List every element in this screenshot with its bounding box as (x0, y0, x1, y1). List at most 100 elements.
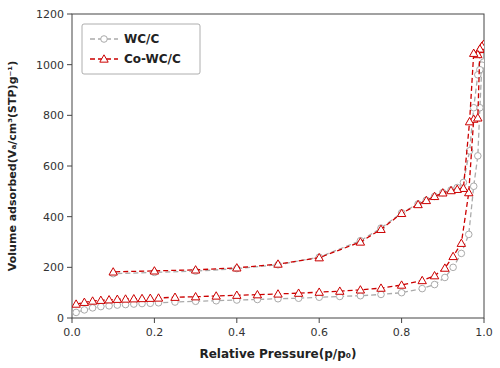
data-point (113, 295, 121, 302)
data-point (274, 290, 282, 297)
data-point (431, 281, 438, 288)
tick (67, 318, 72, 319)
data-point (415, 201, 422, 208)
data-point (441, 264, 449, 271)
tick-label: 0.6 (310, 326, 328, 339)
data-point (356, 238, 364, 245)
legend-marker (101, 36, 108, 43)
tick (67, 267, 72, 268)
data-point (89, 305, 96, 312)
data-point (316, 254, 323, 261)
data-point (212, 292, 220, 299)
legend: WC/C Co-WC/C (82, 24, 200, 74)
tick-label: 0.8 (393, 326, 411, 339)
data-point (97, 296, 105, 303)
data-point (431, 193, 438, 200)
data-point (430, 271, 438, 278)
chart: 0200400600800100012000.00.20.40.60.81.0R… (0, 0, 500, 368)
data-point (105, 296, 113, 303)
data-point (450, 264, 457, 271)
data-point (447, 186, 455, 193)
data-point (150, 267, 158, 274)
tick-label: 1000 (36, 59, 64, 72)
data-point (442, 274, 449, 281)
plot-area (72, 40, 484, 316)
data-point (470, 49, 478, 56)
data-point (430, 192, 438, 199)
data-point (106, 303, 113, 310)
data-point (475, 153, 482, 160)
data-point (294, 289, 302, 296)
tick-label: 0 (57, 312, 64, 325)
data-point (474, 114, 482, 121)
data-point (448, 187, 455, 194)
data-point (422, 196, 430, 203)
data-point (397, 209, 405, 216)
tick-label: 1.0 (475, 326, 493, 339)
data-point (414, 200, 422, 207)
data-point (191, 293, 199, 300)
data-point (465, 117, 473, 124)
data-point (419, 285, 426, 292)
data-point (154, 294, 162, 301)
data-point (80, 298, 88, 305)
data-point (315, 288, 323, 295)
legend-label: Co-WC/C (124, 52, 181, 66)
tick (67, 64, 72, 65)
data-point (397, 281, 405, 288)
legend-marker (100, 55, 108, 62)
data-point (72, 300, 80, 307)
tick (319, 318, 320, 323)
x-axis-label: Relative Pressure(p/p₀) (199, 347, 356, 361)
tick (236, 318, 237, 323)
data-point (233, 264, 241, 271)
tick-label: 200 (43, 261, 64, 274)
data-point (398, 210, 405, 217)
data-point (465, 231, 472, 238)
data-point (439, 189, 447, 196)
data-point (470, 183, 477, 190)
tick (72, 318, 73, 323)
data-point (356, 286, 364, 293)
series-line (76, 44, 483, 304)
data-point (457, 239, 465, 246)
tick (484, 318, 485, 323)
tick-label: 0.0 (63, 326, 81, 339)
series (72, 40, 484, 307)
data-point (73, 309, 80, 316)
data-point (475, 72, 482, 79)
data-point (130, 295, 138, 302)
tick-label: 400 (43, 211, 64, 224)
data-point (253, 290, 261, 297)
data-point (449, 252, 457, 259)
data-point (121, 295, 129, 302)
data-point (88, 297, 96, 304)
tick (154, 318, 155, 323)
data-point (440, 189, 447, 196)
tick-label: 0.2 (146, 326, 164, 339)
data-point (138, 294, 146, 301)
data-point (378, 291, 385, 298)
plot-frame (72, 14, 484, 318)
data-point (146, 294, 154, 301)
data-point (315, 254, 323, 261)
data-point (98, 303, 105, 310)
data-point (418, 276, 426, 283)
tick (67, 14, 72, 15)
data-point (274, 260, 282, 267)
tick (67, 216, 72, 217)
tick-label: 800 (43, 109, 64, 122)
series (73, 59, 484, 316)
y-axis-label: Volume adsorbed(Vₐ/cm³(STP)g⁻¹) (6, 61, 19, 271)
data-point (81, 307, 88, 314)
data-point (470, 104, 477, 111)
data-point (377, 284, 385, 291)
legend-label: WC/C (124, 32, 159, 46)
data-point (191, 266, 199, 273)
tick (401, 318, 402, 323)
series-line (76, 62, 483, 312)
data-point (423, 197, 430, 204)
data-point (171, 293, 179, 300)
tick (67, 115, 72, 116)
tick-label: 1200 (36, 8, 64, 21)
